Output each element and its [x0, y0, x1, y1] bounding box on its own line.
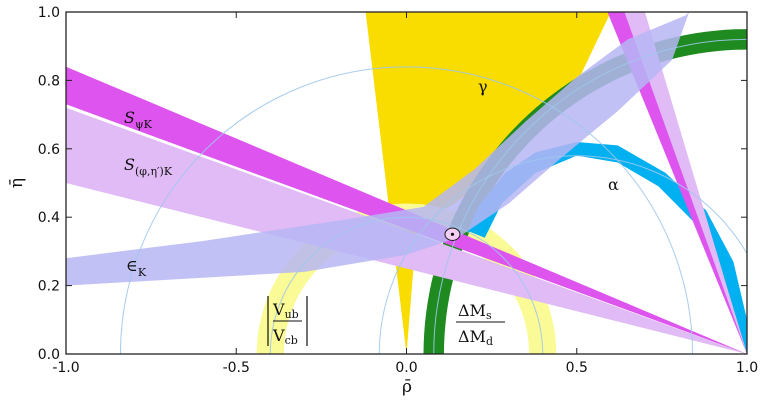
vcb-sub: cb [285, 334, 298, 347]
sphi-label-main: S [124, 155, 135, 174]
reference-circle-3 [119, 66, 694, 354]
y-tick-label: 0.6 [38, 142, 60, 158]
y-tick-label: 0.0 [38, 347, 60, 363]
x-tick-label: -0.5 [223, 360, 250, 376]
y-axis-label: η̄ [7, 178, 27, 188]
alpha-label: α [608, 175, 619, 194]
y-tick-label: 0.4 [38, 210, 60, 226]
y-tick-label: 0.2 [38, 279, 60, 295]
dms-label: ΔMs [458, 301, 492, 322]
sphi-region [66, 107, 747, 354]
vcb-main: V [272, 326, 285, 345]
reference-circle-2 [378, 155, 747, 354]
vub-main: V [272, 300, 285, 319]
sphi-label: S(φ,η′)K [124, 155, 173, 178]
vub-vcb-label: Vub Vcb [267, 296, 308, 347]
x-tick-label: 1.0 [736, 360, 758, 376]
dms-dmd-label: ΔMs ΔMd [456, 301, 505, 348]
spsik-label: SψK [124, 108, 153, 131]
alpha-region [467, 142, 747, 354]
dmd-main: ΔM [458, 327, 486, 346]
dms-main: ΔM [458, 301, 486, 320]
epsk-label-sub: K [138, 266, 147, 279]
epsk-label-main: ∈ [126, 256, 138, 275]
y-tick-label: 1.0 [38, 5, 60, 21]
epsk-region [66, 12, 690, 286]
y-tick-label: 0.8 [38, 73, 60, 89]
vub-sub: ub [285, 308, 299, 321]
region-labels: γ α SψK S(φ,η′)K ∈K Vub Vcb ΔMs ΔMd [124, 77, 619, 348]
x-tick-label: -1.0 [52, 360, 79, 376]
x-tick-label: 0.5 [566, 360, 588, 376]
sphi-label-sub: (φ,η′)K [135, 165, 173, 178]
constraint-regions [66, 12, 747, 354]
axis-ticks: -1.0 -0.5 0.0 0.5 1.0 0.0 0.2 0.4 0.6 0.8 1.0 [38, 5, 758, 376]
best-fit-marker [444, 227, 461, 241]
vub-label: Vub [272, 300, 299, 321]
dms-sub: s [486, 309, 492, 322]
reference-circle-1 [433, 38, 747, 354]
gamma-label: γ [478, 77, 488, 96]
x-axis-label: ρ̄ [402, 377, 412, 397]
x-tick-label: 0.0 [395, 360, 417, 376]
vcb-label: Vcb [272, 326, 298, 347]
dmd-sub: d [486, 335, 493, 348]
dmd-label: ΔMd [458, 327, 493, 348]
best-fit-point [450, 232, 455, 236]
spsik-label-main: S [124, 108, 135, 127]
spsik-label-sub: ψK [135, 118, 153, 131]
reference-circles [119, 38, 747, 354]
reference-circle-0 [269, 216, 544, 354]
epsk-label: ∈K [126, 256, 147, 279]
